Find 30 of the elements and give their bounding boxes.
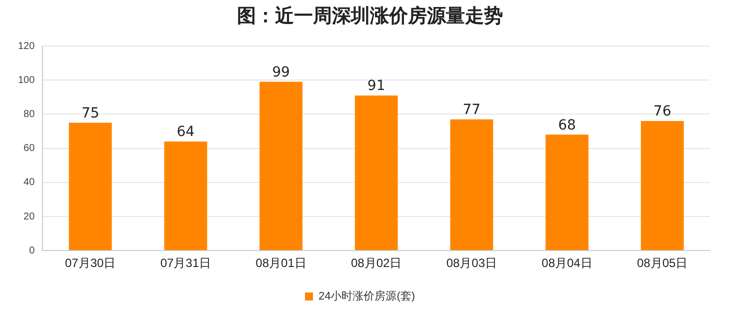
x-tick-label: 08月04日 [542, 256, 592, 270]
y-tick-label: 0 [29, 245, 36, 256]
y-tick-label: 60 [24, 143, 36, 154]
bar [354, 95, 398, 250]
y-tick-label: 120 [18, 40, 36, 52]
bar [260, 82, 302, 250]
data-label: 77 [462, 102, 481, 118]
x-tick-label: 07月30日 [65, 256, 116, 270]
legend-label: 24小时涨价房源(套) [318, 290, 416, 303]
x-tick-label: 08月03日 [446, 256, 498, 270]
x-tick-label: 08月02日 [350, 256, 402, 270]
data-label: 64 [176, 124, 195, 140]
x-tick-label: 08月05日 [636, 256, 688, 270]
chart-title: 图：近一周深圳涨价房源量走势 [236, 4, 504, 29]
data-label: 68 [558, 117, 576, 134]
y-tick-label: 100 [18, 74, 36, 86]
y-tick-label: 80 [24, 108, 36, 120]
data-label: 99 [272, 64, 290, 80]
data-label: 76 [653, 104, 672, 120]
x-tick-label: 07月31日 [160, 256, 212, 270]
bar [640, 121, 684, 250]
bar [68, 122, 112, 250]
data-label: 75 [81, 105, 100, 122]
y-tick-label: 40 [24, 177, 36, 188]
bar [164, 141, 208, 250]
bar [450, 119, 494, 250]
data-label: 91 [367, 78, 386, 94]
y-tick-label: 20 [24, 211, 36, 222]
bar [546, 134, 588, 250]
x-tick-label: 08月01日 [256, 256, 306, 270]
